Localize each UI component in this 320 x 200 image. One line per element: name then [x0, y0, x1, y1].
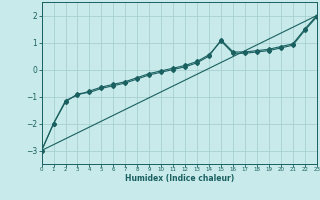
X-axis label: Humidex (Indice chaleur): Humidex (Indice chaleur) — [124, 174, 234, 183]
